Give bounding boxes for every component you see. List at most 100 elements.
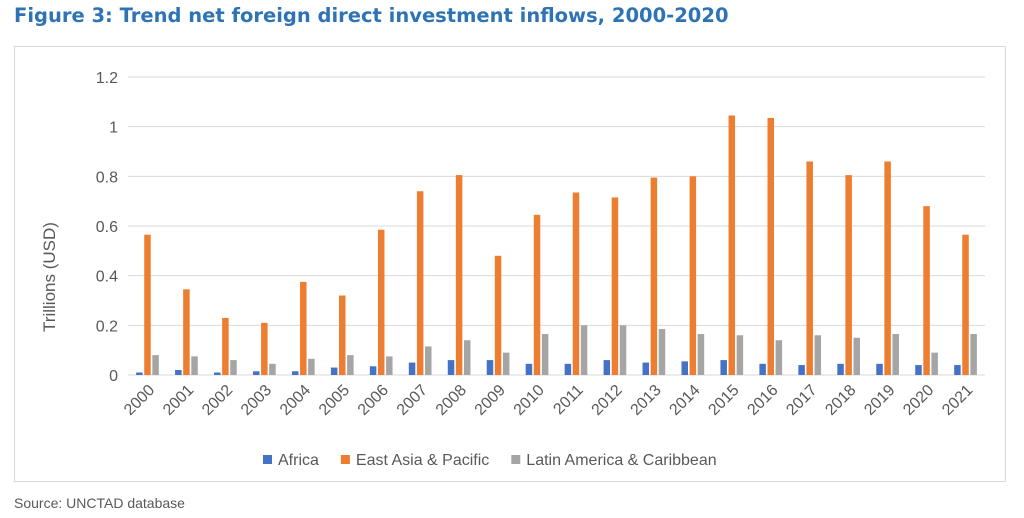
x-tick-label-2004: 2004: [277, 382, 314, 419]
x-tick-label-2015: 2015: [705, 382, 742, 419]
y-tick-label: 0: [109, 368, 118, 385]
bar-east-asia-pacific-2014: [689, 176, 697, 375]
bar-africa-2007: [408, 362, 416, 375]
bar-east-asia-pacific-2012: [611, 197, 619, 375]
bar-africa-2019: [876, 363, 883, 375]
bar-east-asia-pacific-2007: [416, 191, 424, 375]
bar-africa-2008: [447, 360, 455, 375]
bar-latin-america-caribbean-2006: [386, 356, 393, 375]
x-tick-label-2007: 2007: [394, 382, 431, 419]
bar-latin-america-caribbean-2020: [931, 352, 938, 375]
bar-africa-2018: [837, 363, 844, 375]
legend-label-latin-america-caribbean: Latin America & Caribbean: [526, 452, 716, 469]
bar-africa-2004: [291, 371, 299, 375]
bar-east-asia-pacific-2002: [222, 317, 229, 375]
bar-latin-america-caribbean-2003: [269, 363, 276, 375]
bar-latin-america-caribbean-2015: [736, 335, 744, 375]
x-tick-label-2021: 2021: [939, 382, 976, 419]
bar-africa-2005: [330, 367, 338, 375]
legend: Africa East Asia & Pacific Latin America &…: [263, 452, 717, 469]
y-tick-label: 1.2: [96, 70, 118, 87]
x-tick-label-2001: 2001: [160, 382, 197, 419]
legend-swatch-africa: [263, 455, 272, 464]
y-tick-label: 0.2: [96, 318, 118, 335]
bar-latin-america-caribbean-2010: [541, 334, 549, 375]
bar-latin-america-caribbean-2013: [658, 329, 666, 375]
x-tick-label-2000: 2000: [121, 382, 158, 419]
bar-east-asia-pacific-2011: [572, 192, 580, 375]
x-tick-label-2011: 2011: [550, 382, 586, 418]
bar-east-asia-pacific-2013: [650, 177, 658, 375]
bar-east-asia-pacific-2003: [261, 322, 268, 375]
x-tick-label-2014: 2014: [666, 382, 703, 419]
bar-east-asia-pacific-2017: [806, 161, 813, 375]
figure-title: Figure 3: Trend net foreign direct inves…: [14, 4, 729, 27]
bar-latin-america-caribbean-2014: [697, 334, 705, 375]
bar-africa-2013: [642, 362, 650, 375]
bar-africa-2010: [525, 363, 533, 375]
bar-latin-america-caribbean-2009: [502, 352, 510, 375]
bar-africa-2001: [175, 370, 182, 375]
chart-frame: 0 0.2 0.4 0.6 0.8 1 1.2 2000 2001 2002 2003 2004 20…: [14, 46, 1006, 482]
y-tick-label: 0.8: [96, 169, 118, 186]
bar-latin-america-caribbean-2005: [347, 355, 354, 375]
bar-africa-2000: [136, 372, 143, 375]
y-axis-label: Trillions (USD): [40, 222, 59, 332]
bar-africa-2011: [564, 363, 572, 375]
bar-east-asia-pacific-2008: [455, 175, 463, 375]
bar-africa-2015: [720, 360, 727, 375]
bar-africa-2009: [486, 360, 494, 375]
legend-label-africa: Africa: [278, 452, 319, 469]
bar-latin-america-caribbean-2021: [970, 334, 977, 375]
bar-africa-2014: [681, 361, 688, 375]
bar-east-asia-pacific-2016: [767, 117, 774, 375]
legend-swatch-latin-america-caribbean: [511, 455, 521, 464]
x-tick-label-2019: 2019: [861, 382, 898, 419]
bar-latin-america-caribbean-2004: [308, 358, 315, 375]
x-tick-label-2018: 2018: [822, 382, 859, 419]
bar-latin-america-caribbean-2011: [580, 325, 588, 375]
bar-east-asia-pacific-2006: [377, 229, 385, 375]
y-tick-label: 0.4: [96, 269, 118, 286]
x-tick-label-2010: 2010: [511, 382, 548, 419]
bar-latin-america-caribbean-2019: [892, 334, 899, 375]
bar-east-asia-pacific-2005: [339, 295, 346, 375]
bar-east-asia-pacific-2010: [533, 214, 541, 375]
bar-africa-2012: [603, 360, 611, 375]
x-tick-labels: 2000 2001 2002 2003 2004 2005 2006 2007 2008 2009…: [121, 382, 976, 419]
x-tick-label-2017: 2017: [783, 382, 820, 419]
x-tick-label-2008: 2008: [433, 382, 470, 419]
x-tick-label-2012: 2012: [589, 382, 626, 419]
bar-east-asia-pacific-2020: [923, 206, 930, 375]
y-tick-labels: 0 0.2 0.4 0.6 0.8 1 1.2: [96, 70, 118, 385]
bar-east-asia-pacific-2019: [884, 161, 891, 375]
bar-africa-2021: [954, 365, 961, 375]
bar-east-asia-pacific-2009: [494, 255, 502, 375]
legend-label-east-asia-pacific: East Asia & Pacific: [356, 452, 489, 469]
bar-east-asia-pacific-2018: [845, 175, 852, 375]
x-tick-label-2003: 2003: [238, 382, 275, 419]
bar-africa-2020: [915, 365, 922, 375]
bar-east-asia-pacific-2000: [144, 234, 151, 375]
x-tick-label-2016: 2016: [744, 382, 781, 419]
bar-latin-america-caribbean-2008: [463, 340, 471, 375]
bar-east-asia-pacific-2004: [300, 281, 307, 375]
bar-east-asia-pacific-2001: [183, 289, 190, 375]
bar-latin-america-caribbean-2018: [853, 337, 861, 375]
bar-chart: 00.20.40.60.811.2 2000 2001 2002 2003 2004 20…: [40, 70, 985, 469]
bar-africa-2003: [252, 371, 260, 375]
x-tick-label-2013: 2013: [628, 382, 665, 419]
x-tick-label-2009: 2009: [472, 382, 509, 419]
x-tick-label-2020: 2020: [900, 382, 937, 419]
bar-latin-america-caribbean-2017: [814, 335, 822, 375]
bar-africa-2006: [369, 366, 377, 375]
x-tick-label-2002: 2002: [199, 382, 236, 419]
source-note: Source: UNCTAD database: [14, 495, 185, 511]
x-tick-label-2005: 2005: [316, 382, 353, 419]
bar-latin-america-caribbean-2016: [775, 340, 783, 375]
bar-latin-america-caribbean-2012: [619, 325, 627, 375]
x-tick-label-2006: 2006: [355, 382, 392, 419]
bar-latin-america-caribbean-2002: [230, 360, 237, 375]
bar-africa-2002: [214, 372, 221, 375]
bar-east-asia-pacific-2021: [962, 234, 969, 375]
